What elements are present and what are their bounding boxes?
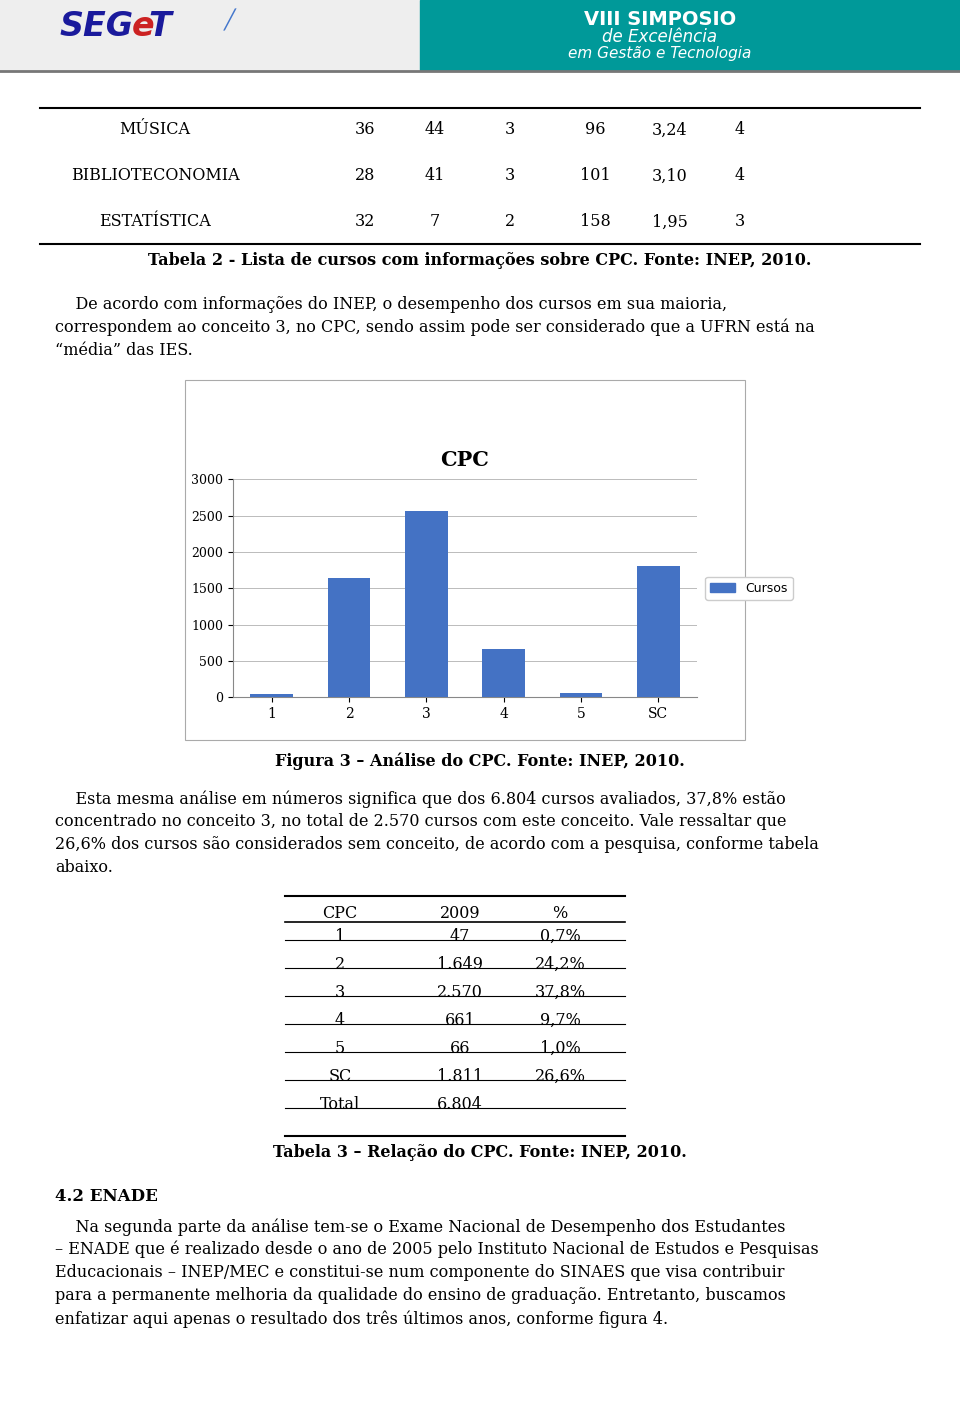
Text: 5: 5 [335,1039,346,1056]
Bar [482,649,525,697]
Text: 3,10: 3,10 [652,168,688,185]
Text: SEG: SEG [60,10,134,44]
Text: 6.804: 6.804 [437,1096,483,1113]
Text: MÚSICA: MÚSICA [119,122,190,139]
Text: %: % [552,905,567,922]
Text: VIII SIMPOSIO: VIII SIMPOSIO [584,10,736,28]
Text: “média” das IES.: “média” das IES. [55,342,193,359]
Text: 4.2 ENADE: 4.2 ENADE [55,1189,157,1206]
Text: BIBLIOTECONOMIA: BIBLIOTECONOMIA [71,168,239,185]
Text: 4: 4 [735,168,745,185]
Text: abaixo.: abaixo. [55,859,113,876]
Text: 1.811: 1.811 [437,1068,483,1085]
Text: 1: 1 [335,929,346,944]
Title: CPC: CPC [441,450,490,470]
Text: 2: 2 [505,213,516,230]
Text: 3: 3 [505,168,516,185]
Text: 7: 7 [430,213,440,230]
Text: 1,0%: 1,0% [540,1039,581,1056]
Text: – ENADE que é realizado desde o ano de 2005 pelo Instituto Nacional de Estudos e: – ENADE que é realizado desde o ano de 2… [55,1241,819,1258]
Text: 28: 28 [355,168,375,185]
Text: Figura 3 – Análise do CPC. Fonte: INEP, 2010.: Figura 3 – Análise do CPC. Fonte: INEP, … [276,753,684,770]
Text: 2009: 2009 [440,905,480,922]
Text: Na segunda parte da análise tem-se o Exame Nacional de Desempenho dos Estudantes: Na segunda parte da análise tem-se o Exa… [55,1218,785,1235]
Text: SC: SC [328,1068,351,1085]
Text: 3: 3 [505,122,516,139]
Text: concentrado no conceito 3, no total de 2.570 cursos com este conceito. Vale ress: concentrado no conceito 3, no total de 2… [55,814,786,831]
Text: para a permanente melhoria da qualidade do ensino de graduação. Entretanto, busc: para a permanente melhoria da qualidade … [55,1287,786,1304]
Text: 41: 41 [425,168,445,185]
Text: 2.570: 2.570 [437,984,483,1001]
Text: 66: 66 [449,1039,470,1056]
Text: Tabela 2 - Lista de cursos com informações sobre CPC. Fonte: INEP, 2010.: Tabela 2 - Lista de cursos com informaçõ… [148,251,812,268]
Text: 101: 101 [580,168,611,185]
Text: enfatizar aqui apenas o resultado dos três últimos anos, conforme figura 4.: enfatizar aqui apenas o resultado dos tr… [55,1311,668,1328]
Text: ESTATÍSTICA: ESTATÍSTICA [99,213,211,230]
Text: 4: 4 [735,122,745,139]
Text: 26,6% dos cursos são considerados sem conceito, de acordo com a pesquisa, confor: 26,6% dos cursos são considerados sem co… [55,836,819,853]
Text: CPC: CPC [323,905,358,922]
Bar [327,578,371,697]
Bar [420,0,960,70]
Text: 0,7%: 0,7% [540,929,581,944]
Bar [560,693,602,697]
Text: Total: Total [320,1096,360,1113]
Text: 37,8%: 37,8% [535,984,586,1001]
Text: Tabela 3 – Relação do CPC. Fonte: INEP, 2010.: Tabela 3 – Relação do CPC. Fonte: INEP, … [274,1145,686,1162]
Text: Esta mesma análise em números significa que dos 6.804 cursos avaliados, 37,8% es: Esta mesma análise em números significa … [55,790,785,808]
Text: 3,24: 3,24 [652,122,687,139]
Text: 1,95: 1,95 [652,213,688,230]
Text: 26,6%: 26,6% [535,1068,586,1085]
Text: 96: 96 [585,122,605,139]
Text: 3: 3 [734,213,745,230]
Text: 44: 44 [425,122,445,139]
Bar [0,0,420,70]
Text: 36: 36 [355,122,375,139]
Bar [405,511,447,697]
Text: 661: 661 [444,1012,475,1030]
Text: 9,7%: 9,7% [540,1012,581,1030]
Text: 32: 32 [355,213,375,230]
Text: 47: 47 [450,929,470,944]
Text: de Excelência: de Excelência [603,28,717,45]
Text: T: T [148,10,171,44]
Text: correspondem ao conceito 3, no CPC, sendo assim pode ser considerado que a UFRN : correspondem ao conceito 3, no CPC, send… [55,320,815,337]
Text: De acordo com informações do INEP, o desempenho dos cursos em sua maioria,: De acordo com informações do INEP, o des… [55,295,727,312]
Bar [251,694,293,697]
Text: 2: 2 [335,956,345,973]
Text: e: e [132,10,155,44]
Bar [637,565,680,697]
Text: 4: 4 [335,1012,345,1030]
Bar [185,381,745,740]
Text: em Gestão e Tecnologia: em Gestão e Tecnologia [568,45,752,61]
Text: 158: 158 [580,213,611,230]
Text: ╱: ╱ [224,9,236,31]
Text: 24,2%: 24,2% [535,956,586,973]
Legend: Cursos: Cursos [706,577,793,599]
Text: 1.649: 1.649 [437,956,483,973]
Text: 3: 3 [335,984,346,1001]
Text: Educacionais – INEP/MEC e constitui-se num componente do SINAES que visa contrib: Educacionais – INEP/MEC e constitui-se n… [55,1264,784,1281]
